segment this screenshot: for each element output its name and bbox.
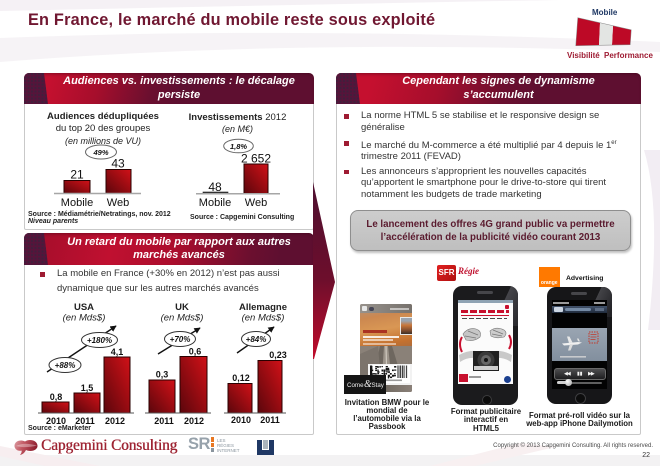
svg-text:1,5: 1,5 [81, 383, 94, 393]
svg-text:Mobile: Mobile [199, 197, 231, 209]
svg-text:+180%: +180% [87, 336, 112, 345]
svg-text:0,6: 0,6 [189, 347, 202, 357]
svg-text:(en Mds$): (en Mds$) [161, 313, 204, 324]
svg-text:4,1: 4,1 [111, 347, 124, 357]
svg-text:+88%: +88% [55, 361, 76, 370]
svg-text:2010: 2010 [46, 416, 66, 426]
svg-text:+84%: +84% [246, 335, 267, 344]
svg-text:48: 48 [208, 180, 222, 194]
svg-text:1,8%: 1,8% [230, 142, 247, 151]
svg-text:2011: 2011 [75, 416, 95, 426]
svg-text:43: 43 [111, 157, 125, 171]
svg-text:(en Mds$): (en Mds$) [242, 313, 285, 324]
svg-text:Allemagne: Allemagne [239, 302, 287, 313]
svg-text:+70%: +70% [170, 335, 191, 344]
svg-text:2011: 2011 [154, 416, 174, 426]
svg-text:49%: 49% [92, 148, 108, 157]
svg-text:(en Mds$): (en Mds$) [63, 313, 106, 324]
svg-text:2012: 2012 [105, 416, 125, 426]
svg-text:0,23: 0,23 [269, 350, 287, 360]
svg-text:2012: 2012 [184, 416, 204, 426]
svg-text:UK: UK [175, 302, 189, 313]
svg-text:0,3: 0,3 [156, 370, 169, 380]
svg-text:Web: Web [245, 197, 267, 209]
svg-text:0,8: 0,8 [50, 392, 63, 402]
svg-text:2 652: 2 652 [241, 152, 271, 166]
svg-text:2011: 2011 [260, 415, 280, 425]
svg-text:2010: 2010 [231, 415, 251, 425]
svg-text:USA: USA [74, 302, 94, 313]
svg-text:Mobile: Mobile [61, 197, 93, 209]
svg-text:Web: Web [107, 197, 129, 209]
svg-text:21: 21 [70, 168, 84, 182]
svg-text:0,12: 0,12 [232, 373, 250, 383]
